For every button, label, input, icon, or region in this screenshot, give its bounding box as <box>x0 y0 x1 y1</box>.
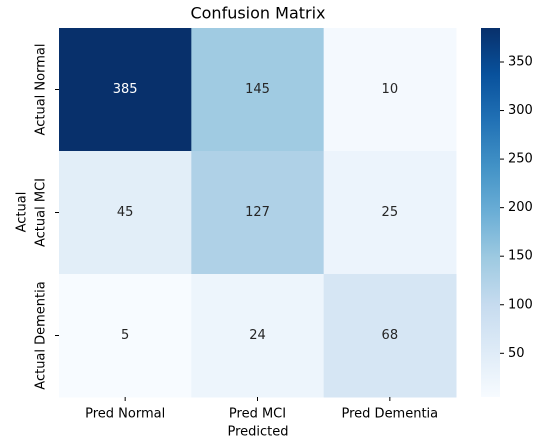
cell-label: 385 <box>113 82 138 97</box>
y-tick-label: Actual Normal <box>34 44 49 136</box>
colorbar <box>481 28 500 397</box>
cell-label: 145 <box>245 82 270 97</box>
cell-label: 5 <box>121 328 129 343</box>
x-tick-label: Pred MCI <box>229 407 286 422</box>
colorbar-tick-label: 100 <box>508 297 533 312</box>
chart-title: Confusion Matrix <box>190 4 325 23</box>
colorbar-tick-label: 300 <box>508 103 533 118</box>
colorbar-tick-label: 200 <box>508 200 533 215</box>
heatmap-cell <box>191 28 325 152</box>
colorbar-tick-label: 150 <box>508 249 533 264</box>
cell-label: 127 <box>245 205 270 220</box>
heatmap-cell <box>323 28 457 152</box>
heatmap-cell <box>191 151 325 275</box>
x-tick-label: Pred Dementia <box>342 407 439 422</box>
y-tick-label: Actual MCI <box>34 178 49 247</box>
y-tick-label: Actual Dementia <box>34 281 49 389</box>
cell-label: 45 <box>117 205 134 220</box>
x-axis-label: Predicted <box>227 425 288 440</box>
x-tick-label: Pred Normal <box>85 407 165 422</box>
heatmap-cell <box>323 151 457 275</box>
cell-label: 25 <box>382 205 399 220</box>
heatmap-cell <box>59 151 192 275</box>
y-axis-label: Actual <box>15 192 30 233</box>
cell-label: 24 <box>249 328 266 343</box>
heatmap-cell <box>59 28 192 152</box>
heatmap-cell <box>191 274 325 398</box>
cell-label: 68 <box>382 328 399 343</box>
heatmap-cell <box>59 274 192 398</box>
cell-label: 10 <box>382 82 399 97</box>
heatmap-cell <box>323 274 457 398</box>
colorbar-tick-label: 350 <box>508 54 533 69</box>
colorbar-tick-label: 250 <box>508 152 533 167</box>
colorbar-tick-label: 50 <box>508 346 525 361</box>
